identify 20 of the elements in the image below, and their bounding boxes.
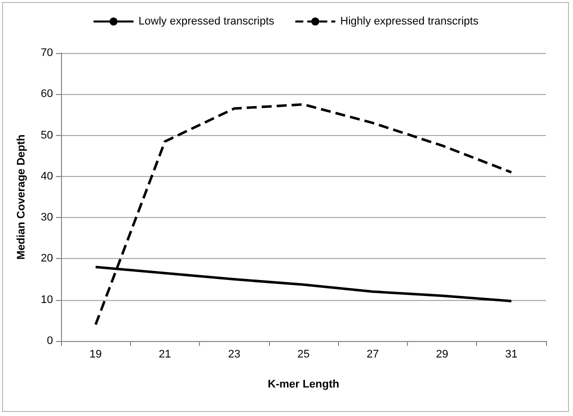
legend-label: Highly expressed transcripts — [340, 16, 479, 28]
line-series — [94, 103, 513, 326]
y-tick-label: 10 — [40, 294, 53, 306]
x-tick-label: 19 — [90, 348, 102, 360]
y-tick-label: 0 — [46, 335, 53, 347]
x-tick-label: 31 — [505, 348, 518, 360]
y-axis-title: Median Coverage Depth — [16, 134, 28, 260]
x-tick-label: 21 — [158, 348, 172, 360]
x-tick-label: 25 — [297, 348, 310, 360]
x-tick-label: 23 — [228, 348, 240, 360]
y-tick-label: 20 — [40, 252, 53, 265]
y-tick-label: 30 — [40, 212, 53, 224]
y-tick-label: 50 — [40, 129, 53, 142]
y-tick-label: 40 — [40, 170, 53, 182]
legend-label: Lowly expressed transcripts — [138, 16, 275, 28]
x-tick-label: 27 — [366, 348, 379, 360]
x-tick-label: 29 — [436, 348, 448, 360]
y-tick-label: 60 — [40, 88, 53, 100]
x-axis-title: K-mer Length — [268, 378, 340, 390]
y-tick-label: 70 — [40, 47, 53, 59]
